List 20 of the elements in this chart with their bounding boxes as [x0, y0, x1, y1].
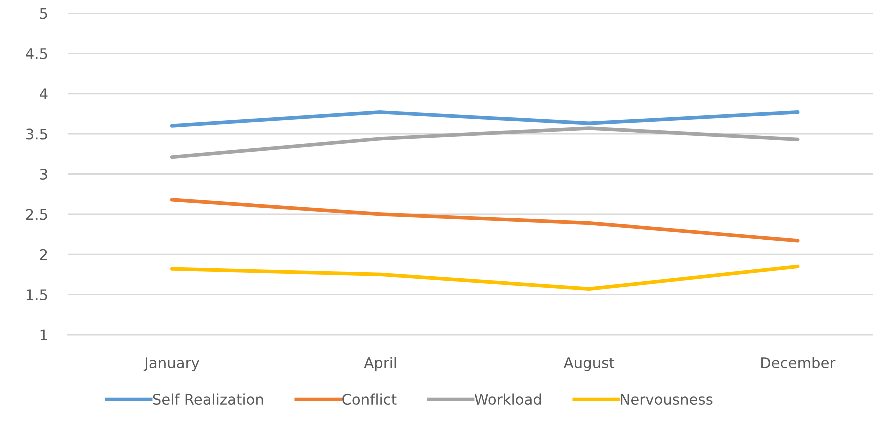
y-tick-label: 3 [40, 168, 48, 180]
x-tick-label: December [762, 357, 836, 369]
x-tick-label: August [564, 358, 615, 372]
y-tick-label: 1 [40, 330, 48, 341]
legend-label: Nervousness [621, 394, 713, 406]
line-series [170, 126, 800, 160]
legend-label: Workload [474, 394, 542, 406]
legend-label: Self Realization [153, 394, 264, 406]
y-tick-label: 4 [40, 88, 48, 100]
x-tick-label: April [364, 357, 396, 372]
y-tick-label: 2.5 [26, 209, 48, 220]
x-tick-label: January [144, 358, 200, 372]
y-tick-label: 2 [40, 249, 48, 260]
y-tick-label: 5 [40, 8, 48, 20]
y-tick-label: 1.5 [26, 290, 48, 301]
line-series [170, 264, 800, 291]
legend-label: Conflict [342, 394, 397, 406]
y-tick-label: 4.5 [26, 48, 48, 60]
line-series [170, 198, 800, 243]
y-tick-label: 3.5 [26, 128, 48, 140]
